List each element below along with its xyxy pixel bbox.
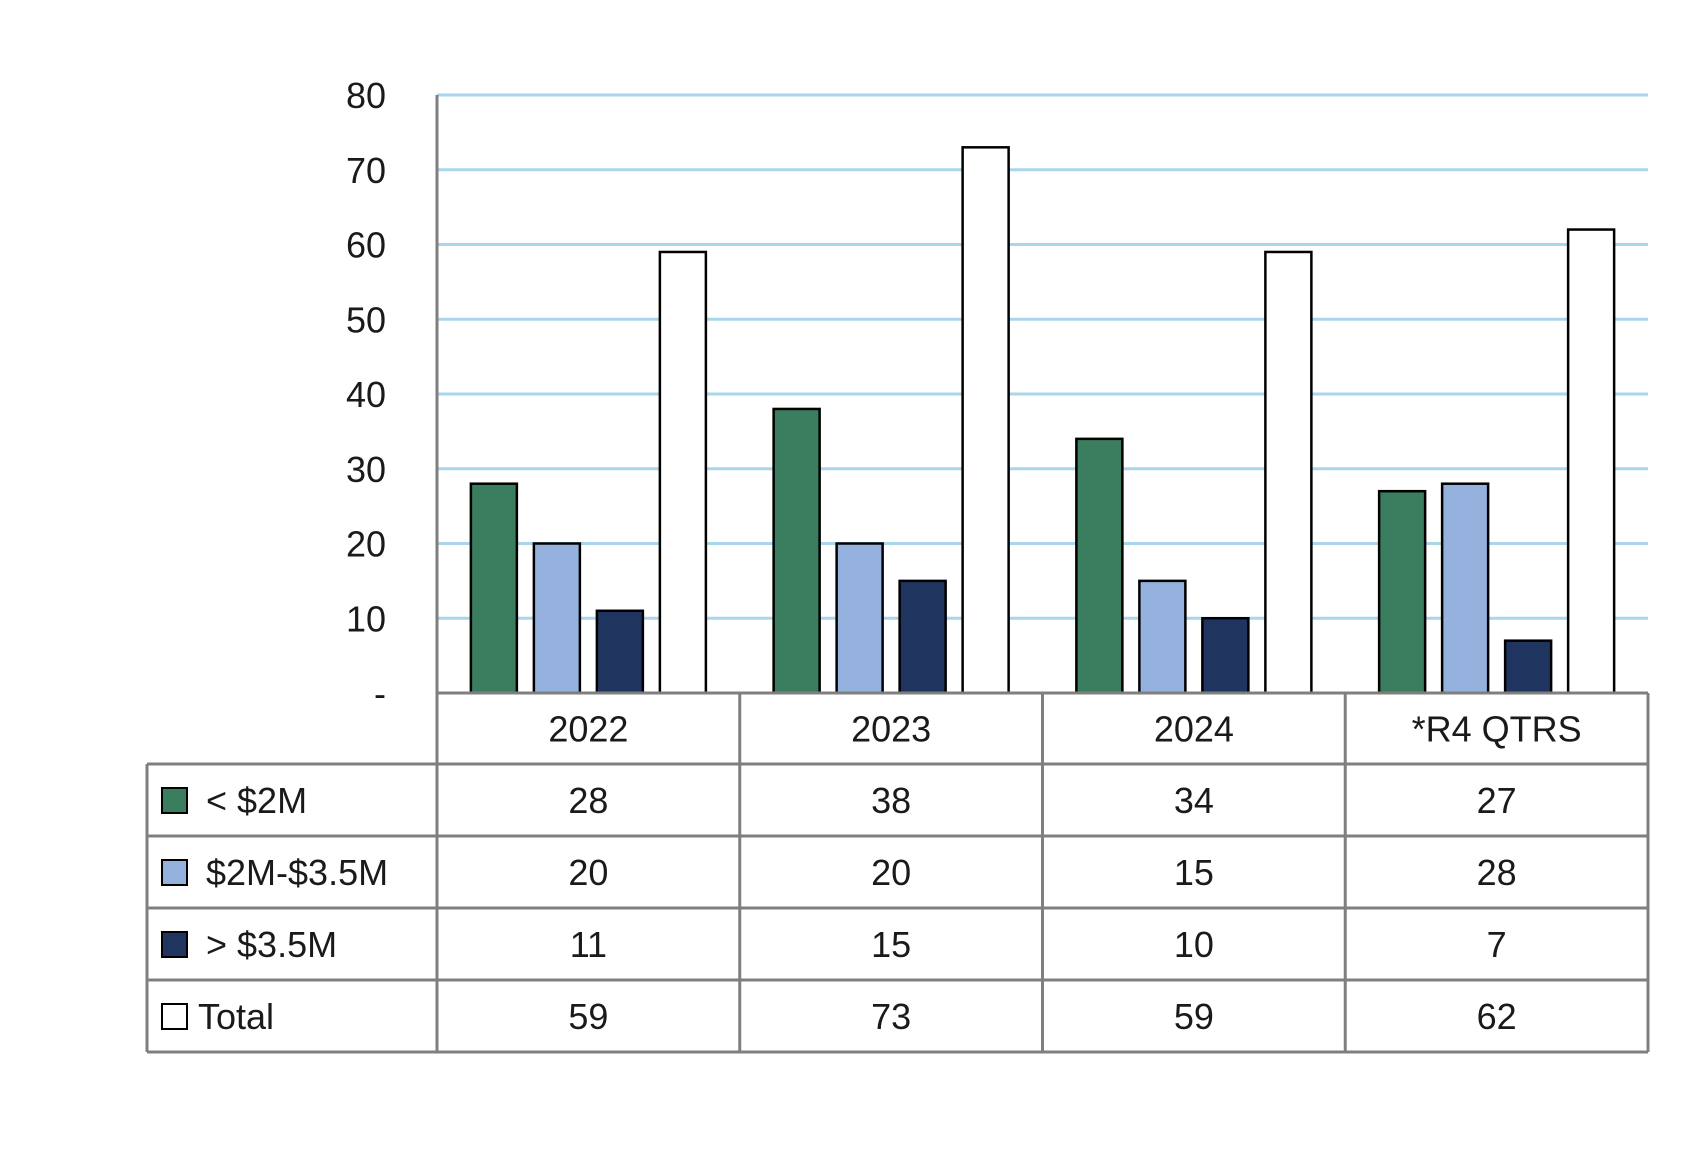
legend-key-2m-3-5m	[161, 859, 188, 886]
data-label-2m-2022: 28	[568, 780, 608, 821]
legend-label-3-5m: > $3.5M	[206, 924, 337, 965]
y-tick-label: 20	[346, 524, 386, 565]
data-table: 2022 2023 2024 *R4 QTRS < $2M 28 38 34 27 $2M-$3.…	[145, 691, 1650, 1054]
legend-key-3-5m	[161, 931, 188, 958]
y-tick-label: 60	[346, 225, 386, 266]
data-label-3-5m-2022: 11	[570, 924, 607, 965]
data-label-3-5m-2023: 15	[871, 924, 911, 965]
bar-2m-3-5m-2024	[1138, 579, 1187, 695]
data-label-2m-3-5m-2023: 20	[871, 852, 911, 893]
bar-2m-2023	[772, 407, 821, 695]
y-tick-label: 30	[346, 449, 386, 490]
bar-3-5m-2022	[595, 609, 645, 695]
legend-label-2m-3-5m: $2M-$3.5M	[206, 852, 388, 893]
gridlines	[437, 93, 1648, 620]
bar-2m-3-5m-2022	[532, 542, 582, 695]
category-label-2022: 2022	[548, 709, 628, 750]
category-label-r4-qtrs: *R4 QTRS	[1412, 709, 1582, 750]
bar-3-5m-r4-qtrs	[1503, 639, 1553, 695]
category-label-2024: 2024	[1154, 709, 1234, 750]
data-label-2m-3-5m-2024: 15	[1174, 852, 1214, 893]
bars	[469, 146, 1616, 695]
data-label-2m-2023: 38	[871, 780, 911, 821]
bar-2m-2022	[469, 482, 519, 695]
bar-total-r4-qtrs	[1566, 228, 1616, 695]
legend-key-2m	[161, 787, 188, 814]
data-label-2m-2024: 34	[1174, 780, 1214, 821]
y-tick-label: 10	[346, 598, 386, 639]
data-label-total-r4-qtrs: 62	[1477, 996, 1517, 1037]
data-label-2m-3-5m-r4-qtrs: 28	[1477, 852, 1517, 893]
data-label-total-2024: 59	[1174, 996, 1214, 1037]
y-tick-labels: - 10 20 30 40 50 60 70 80	[346, 75, 386, 714]
y-tick-label: 70	[346, 150, 386, 191]
bar-3-5m-2024	[1201, 617, 1250, 695]
data-label-2m-r4-qtrs: 27	[1477, 780, 1517, 821]
data-label-total-2023: 73	[871, 996, 911, 1037]
data-label-total-2022: 59	[568, 996, 608, 1037]
bar-3-5m-2023	[898, 579, 947, 695]
data-label-2m-3-5m-2022: 20	[568, 852, 608, 893]
bar-total-2023	[961, 146, 1010, 695]
data-label-3-5m-r4-qtrs: 7	[1487, 924, 1507, 965]
data-label-3-5m-2024: 10	[1174, 924, 1214, 965]
bar-2m-2024	[1075, 437, 1124, 695]
bar-2m-3-5m-r4-qtrs	[1440, 482, 1490, 695]
bar-2m-r4-qtrs	[1377, 489, 1427, 695]
y-tick-label: -	[374, 673, 386, 714]
y-tick-label: 80	[346, 75, 386, 116]
y-tick-label: 40	[346, 374, 386, 415]
y-tick-label: 50	[346, 299, 386, 340]
legend-key-total	[161, 1003, 188, 1030]
bar-total-2024	[1264, 250, 1313, 695]
legend-label-2m: < $2M	[206, 780, 307, 821]
bar-2m-3-5m-2023	[835, 542, 884, 695]
legend-label-total: Total	[198, 996, 274, 1037]
category-label-2023: 2023	[851, 709, 931, 750]
bar-total-2022	[658, 250, 708, 695]
